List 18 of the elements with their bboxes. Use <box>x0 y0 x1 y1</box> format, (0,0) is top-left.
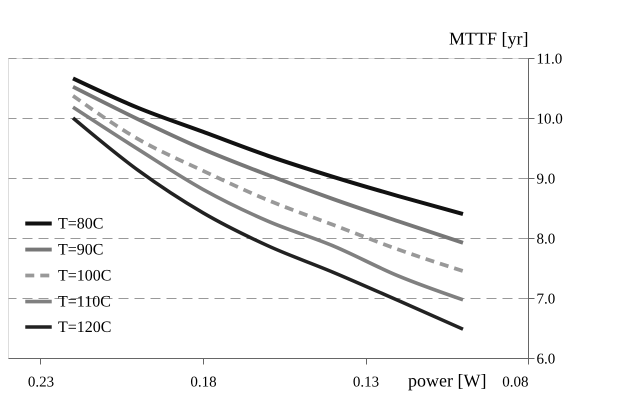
y-tick-label: 7.0 <box>536 292 556 308</box>
legend-label: T=100C <box>58 268 112 284</box>
y-tick-label: 6.0 <box>536 352 556 368</box>
legend-label: T=120C <box>58 319 112 336</box>
x-tick-label: 0.08 <box>502 374 528 390</box>
x-tick-label: 0.13 <box>352 374 380 390</box>
x-axis-title: power [W] <box>408 370 486 390</box>
legend-label: T=80C <box>58 216 104 232</box>
y-tick-label: 8.0 <box>536 232 556 248</box>
y-axis-title: MTTF [yr] <box>449 28 528 48</box>
y-tick-label: 9.0 <box>536 172 556 188</box>
x-tick-label: 0.23 <box>28 374 54 390</box>
y-tick-label: 10.0 <box>536 112 563 128</box>
y-tick-label: 11.0 <box>536 52 562 68</box>
legend-label: T=90C <box>58 242 104 258</box>
line-series <box>71 76 465 216</box>
x-tick-label: 0.18 <box>190 374 217 390</box>
legend-label: T=110C <box>58 294 111 310</box>
